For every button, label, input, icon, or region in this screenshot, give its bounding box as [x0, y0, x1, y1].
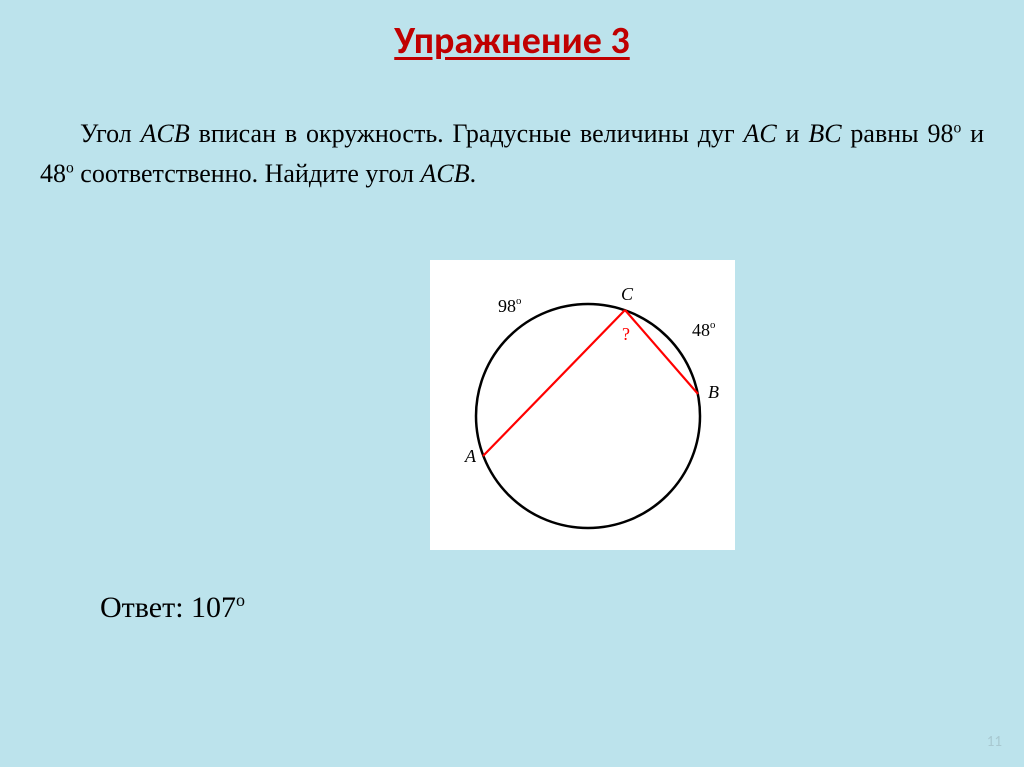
arc-name: BC — [808, 119, 841, 148]
svg-text:A: A — [464, 446, 477, 466]
svg-text:?: ? — [622, 324, 630, 344]
svg-text:B: B — [708, 382, 719, 402]
answer-value: Ответ: 107 — [100, 591, 236, 624]
text-segment: соответственно. Найдите угол — [74, 159, 421, 188]
text-segment: и — [777, 119, 809, 148]
answer-text: Ответ: 107о — [100, 590, 245, 625]
arc-name: AC — [743, 119, 776, 148]
svg-text:C: C — [621, 284, 634, 304]
degree-symbol: о — [236, 590, 245, 610]
text-segment: вписан в окружность. Градусные величины … — [190, 119, 744, 148]
geometry-diagram: ABC98о48о? — [430, 260, 735, 550]
text-segment: . — [470, 159, 477, 188]
page-number: 11 — [987, 733, 1002, 751]
problem-text: Угол ACB вписан в окружность. Градусные … — [0, 64, 1024, 195]
text-segment: равны 98 — [842, 119, 954, 148]
text-segment: Угол — [80, 119, 141, 148]
slide-title: Упражнение 3 — [0, 0, 1024, 64]
angle-name: ACB — [421, 159, 470, 188]
angle-name: ACB — [141, 119, 190, 148]
degree-symbol: о — [66, 160, 74, 177]
